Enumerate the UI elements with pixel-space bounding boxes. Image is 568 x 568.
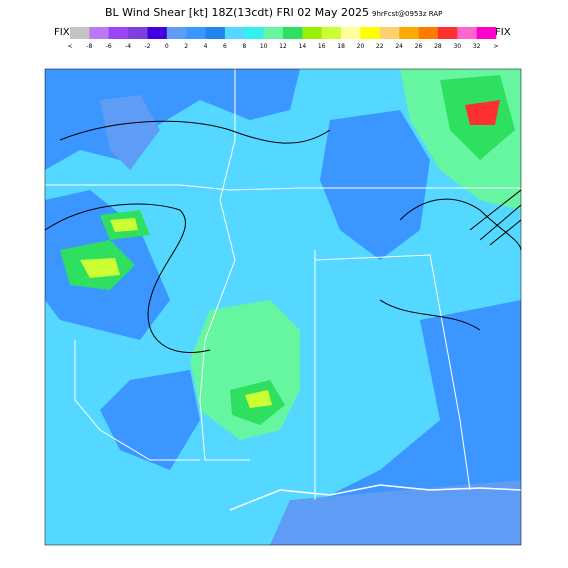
colorbar-label: 22 [376, 43, 384, 50]
fix-left: FIX [54, 27, 70, 38]
map-frame [44, 68, 522, 546]
color-swatch [321, 27, 342, 39]
colorbar-label: 20 [357, 43, 365, 50]
color-swatch [476, 27, 497, 39]
colorbar-label: -6 [106, 43, 112, 50]
color-swatch [70, 27, 90, 39]
colorbar-label: 12 [279, 43, 287, 50]
colorbar-label: 14 [299, 43, 307, 50]
field-gulf [270, 480, 521, 545]
colorbar-label: 28 [434, 43, 442, 50]
colorbar-label: < [67, 43, 72, 50]
map [44, 68, 522, 546]
colorbar-label: 4 [204, 43, 208, 50]
color-swatch [147, 27, 168, 39]
color-swatch [205, 27, 226, 39]
colorbar-label: 26 [415, 43, 423, 50]
color-swatch [437, 27, 458, 39]
colorbar-label: -4 [125, 43, 131, 50]
colorbar-label: -2 [144, 43, 150, 50]
colorbar-label: > [493, 43, 498, 50]
color-swatch [379, 27, 400, 39]
colorbar-label: 18 [337, 43, 345, 50]
colorbar-label: 8 [242, 43, 246, 50]
coastline [229, 484, 522, 511]
field-blue [45, 69, 300, 170]
field-yellow [110, 218, 138, 232]
state-borders [45, 69, 521, 500]
field-yellow [245, 390, 272, 408]
color-swatch [283, 27, 303, 39]
colorbar-label: 2 [184, 43, 188, 50]
subtitle: 9hrFcst@0953z RAP [372, 10, 442, 18]
colorbar-label: 32 [473, 43, 481, 50]
colorbar-label: 24 [395, 43, 403, 50]
color-swatch [224, 27, 245, 39]
fix-right: FIX [495, 27, 511, 38]
field-yellow [80, 258, 120, 278]
colorbar-label: 16 [318, 43, 326, 50]
color-swatch [244, 27, 264, 39]
color-swatch [263, 27, 284, 39]
color-swatch [89, 27, 110, 39]
color-swatch [399, 27, 419, 39]
color-swatch [108, 27, 129, 39]
colorbar-label: 10 [260, 43, 268, 50]
colorbar-label: -8 [86, 43, 92, 50]
colorbar-label: 0 [165, 43, 169, 50]
contours [44, 120, 522, 354]
field-blue [100, 95, 160, 170]
colorbar-label: 30 [453, 43, 461, 50]
field-blue [300, 300, 521, 545]
color-swatch [341, 27, 361, 39]
color-swatch [186, 27, 206, 39]
colorbar: < -8 -6 -4 -2 0 2 4 6 8 10 12 14 16 18 20 22 24 26 28 30 32 > [67, 27, 499, 50]
color-swatch [128, 27, 148, 39]
field-red [465, 100, 500, 125]
title: BL Wind Shear [kt] 18Z(13cdt) FRI 02 May… [105, 6, 369, 19]
color-swatch [418, 27, 439, 39]
color-swatch [457, 27, 477, 39]
color-swatch [166, 27, 187, 39]
color-swatch [360, 27, 381, 39]
field-blue [320, 110, 430, 260]
color-swatch [302, 27, 323, 39]
colorbar-label: 6 [223, 43, 227, 50]
